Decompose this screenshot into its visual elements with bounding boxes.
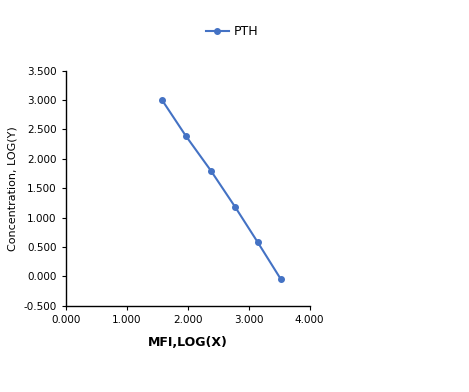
Legend: PTH: PTH — [206, 25, 258, 38]
PTH — [159, 98, 165, 102]
PTH — [278, 277, 284, 282]
PTH — [208, 168, 213, 173]
Y-axis label: Concentration, LOG(Y): Concentration, LOG(Y) — [8, 126, 18, 250]
PTH — [255, 240, 260, 245]
X-axis label: MFI,LOG(X): MFI,LOG(X) — [148, 336, 227, 349]
PTH — [232, 205, 238, 209]
PTH — [183, 133, 189, 138]
Line: PTH: PTH — [159, 97, 284, 282]
